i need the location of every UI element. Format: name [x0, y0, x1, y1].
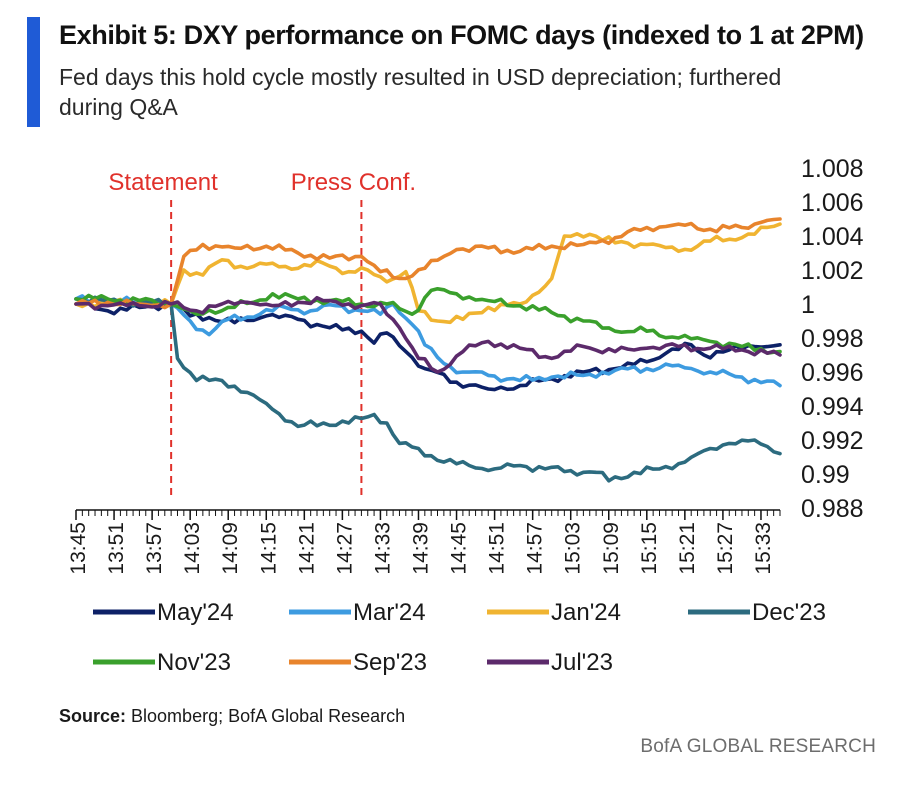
source-label: Source:: [59, 706, 127, 726]
x-tick-label-4: 14:09: [219, 522, 242, 575]
y-tick-label-8: 0.992: [801, 427, 864, 455]
y-tick-label-9: 0.99: [801, 461, 850, 489]
y-tick-label-10: 0.988: [801, 495, 864, 523]
y-axis: 1.008 1.006 1.004 1.002 1 0.998 0.996 0.994 0.99…: [801, 155, 864, 523]
x-tick-label-3: 14:03: [181, 522, 204, 575]
event-label-1: Press Conf.: [291, 169, 416, 196]
legend-label-0: May'24: [157, 599, 234, 626]
legend-label-6: Jul'23: [551, 649, 613, 676]
chart-title: Exhibit 5: DXY performance on FOMC days …: [59, 20, 864, 50]
x-tick-label-18: 15:33: [752, 522, 775, 575]
x-tick-label-14: 15:09: [600, 522, 623, 575]
x-tick-label-1: 13:51: [105, 522, 128, 575]
legend-label-1: Mar'24: [353, 599, 426, 626]
y-tick-label-7: 0.994: [801, 393, 864, 421]
legend-label-4: Nov'23: [157, 649, 231, 676]
event-label-0: Statement: [108, 169, 218, 196]
series-line-6: [74, 295, 782, 374]
source-note: Source: Bloomberg; BofA Global Research: [59, 706, 405, 727]
series-line-5: [74, 217, 782, 310]
x-tick-label-2: 13:57: [143, 522, 166, 575]
x-tick-label-6: 14:21: [295, 522, 318, 575]
series-line-4: [74, 287, 782, 355]
y-tick-label-3: 1.002: [801, 257, 864, 285]
x-tick-label-0: 13:45: [67, 522, 90, 575]
source-text: Bloomberg; BofA Global Research: [126, 706, 406, 726]
series-lines: [74, 217, 782, 483]
legend-label-3: Dec'23: [752, 599, 826, 626]
x-tick-label-16: 15:21: [676, 522, 699, 575]
event-annotations: Statement Press Conf.: [108, 169, 416, 500]
x-axis: 13:45 13:51 13:57 14:03 14:09 14:15 14:21 14:27…: [67, 509, 781, 575]
x-tick-label-15: 15:15: [638, 522, 661, 575]
x-tick-label-12: 14:57: [524, 522, 547, 575]
chart-subtitle: Fed days this hold cycle mostly resulted…: [59, 64, 782, 120]
y-tick-label-2: 1.004: [801, 223, 864, 251]
y-tick-label-5: 0.998: [801, 325, 864, 353]
y-tick-label-1: 1.006: [801, 189, 864, 217]
legend-label-2: Jan'24: [551, 599, 621, 626]
series-line-3: [74, 295, 782, 483]
series-line-1: [74, 294, 782, 388]
legend: May'24 Mar'24 Jan'24 Dec'23 Nov'23 Sep'23 Jul'…: [93, 599, 826, 676]
x-tick-label-10: 14:45: [448, 522, 471, 575]
x-tick-label-5: 14:15: [257, 522, 280, 575]
x-tick-label-7: 14:27: [333, 522, 356, 575]
x-tick-label-9: 14:39: [409, 522, 432, 575]
x-tick-label-13: 15:03: [562, 522, 585, 575]
dxy-line-chart: Statement Press Conf. 13:45 13:51 13:57 14:0…: [67, 155, 864, 676]
series-line-2: [74, 222, 782, 325]
legend-label-5: Sep'23: [353, 649, 427, 676]
accent-bar: [27, 17, 40, 127]
y-tick-label-4: 1: [801, 291, 815, 319]
x-tick-label-17: 15:27: [714, 522, 737, 575]
x-tick-label-11: 14:51: [486, 522, 509, 575]
y-tick-label-6: 0.996: [801, 359, 864, 387]
series-line-0: [74, 300, 782, 392]
y-tick-label-0: 1.008: [801, 155, 864, 183]
brand-label: BofA GLOBAL RESEARCH: [640, 736, 876, 757]
x-tick-label-8: 14:33: [371, 522, 394, 575]
